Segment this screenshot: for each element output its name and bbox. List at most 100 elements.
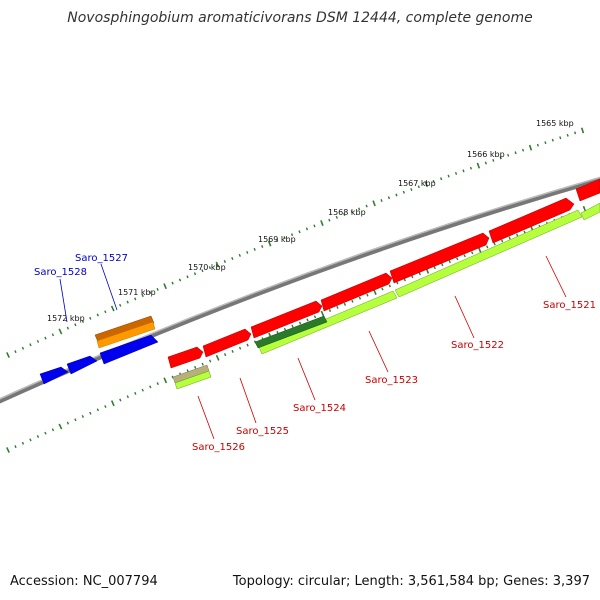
minor-tick <box>74 418 77 422</box>
minor-tick <box>290 233 294 237</box>
accession-label: Accession: NC_007794 <box>10 574 158 589</box>
minor-tick <box>171 281 174 285</box>
gene-arrow[interactable] <box>250 300 323 339</box>
cds-feature[interactable] <box>174 370 212 390</box>
minor-tick <box>433 266 436 270</box>
minor-tick <box>66 421 70 425</box>
minor-tick <box>305 227 309 231</box>
gene-arrow[interactable] <box>39 366 69 385</box>
gene-label[interactable]: Saro_1528 <box>34 267 87 278</box>
gene-label[interactable]: Saro_1522 <box>451 340 504 351</box>
minor-tick <box>358 296 362 300</box>
cds-features <box>172 202 600 390</box>
cds-feature[interactable] <box>258 290 398 355</box>
minor-tick <box>336 305 339 309</box>
minor-tick <box>454 171 458 175</box>
gene-arrow[interactable] <box>202 328 252 358</box>
minor-tick <box>89 411 92 415</box>
cds-feature[interactable] <box>394 209 583 298</box>
cds-feature[interactable] <box>96 321 156 349</box>
minor-tick <box>141 294 144 298</box>
gene-arrow[interactable] <box>575 178 600 202</box>
minor-tick <box>328 309 332 312</box>
minor-tick <box>44 336 47 340</box>
gene-label[interactable]: Saro_1527 <box>75 253 128 264</box>
minor-tick <box>395 193 398 197</box>
major-tick <box>58 423 63 430</box>
scale-labels: 1565 kbp 1566 kbp 1567 kbp 1568 kbp 1569… <box>47 119 574 323</box>
minor-tick <box>313 315 317 319</box>
minor-tick <box>275 239 279 242</box>
minor-tick <box>493 242 496 246</box>
reverse-genes <box>39 315 159 385</box>
gene-arrow[interactable] <box>488 197 575 244</box>
minor-tick <box>411 275 414 279</box>
minor-tick <box>14 350 17 354</box>
major-tick <box>110 305 115 312</box>
minor-tick <box>365 204 368 208</box>
minor-tick <box>402 190 405 194</box>
major-tick <box>320 220 324 226</box>
minor-tick <box>126 300 129 304</box>
map-title: Novosphingobium aromaticivorans DSM 1244… <box>67 10 533 26</box>
scale-label: 1570 kbp <box>188 263 226 272</box>
minor-tick <box>149 385 152 389</box>
minor-tick <box>516 233 519 237</box>
minor-tick <box>89 316 92 320</box>
minor-tick <box>134 391 137 395</box>
cds-feature[interactable] <box>94 315 155 343</box>
minor-tick <box>387 196 391 200</box>
gene-label[interactable]: Saro_1524 <box>293 403 346 414</box>
minor-tick <box>36 339 40 343</box>
scale-label: 1571 kbp <box>118 288 156 297</box>
minor-tick <box>261 245 264 248</box>
minor-tick <box>178 278 182 282</box>
minor-tick <box>21 441 25 445</box>
gene-arrow[interactable] <box>66 355 98 375</box>
minor-tick <box>126 395 129 399</box>
minor-tick <box>283 327 287 331</box>
minor-tick <box>418 272 421 276</box>
minor-tick <box>463 254 466 258</box>
major-tick <box>6 352 10 358</box>
minor-tick <box>566 133 569 137</box>
minor-tick <box>246 250 249 254</box>
gene-label[interactable]: Saro_1525 <box>236 426 289 437</box>
minor-tick <box>96 313 99 317</box>
gene-label[interactable]: Saro_1521 <box>543 300 596 311</box>
minor-tick <box>469 166 473 170</box>
minor-tick <box>119 303 122 307</box>
minor-tick <box>471 251 474 255</box>
minor-tick <box>335 215 338 219</box>
major-tick <box>163 283 167 290</box>
minor-tick <box>492 158 495 162</box>
minor-tick <box>396 281 399 285</box>
scale-label: 1572 kbp <box>47 314 85 323</box>
gene-label[interactable]: Saro_1526 <box>192 442 245 453</box>
minor-tick <box>484 161 487 165</box>
minor-tick <box>104 310 107 314</box>
minor-tick <box>447 174 450 178</box>
minor-tick <box>44 431 47 435</box>
major-tick <box>163 377 168 384</box>
cds-feature[interactable] <box>580 202 600 221</box>
minor-tick <box>29 343 32 347</box>
gene-label[interactable]: Saro_1523 <box>365 375 418 386</box>
minor-tick <box>410 188 413 192</box>
minor-tick <box>462 169 465 173</box>
minor-tick <box>514 151 517 155</box>
gene-arrow[interactable] <box>389 232 490 284</box>
minor-tick <box>194 365 197 369</box>
minor-tick <box>141 388 144 392</box>
gene-arrow[interactable] <box>167 346 204 369</box>
minor-tick <box>156 287 159 291</box>
minor-tick <box>291 324 294 328</box>
gene-arrow[interactable] <box>99 334 159 365</box>
minor-tick <box>201 269 204 273</box>
cds-feature[interactable] <box>254 315 328 349</box>
minor-tick <box>298 230 301 234</box>
gene-arrow[interactable] <box>320 272 393 312</box>
major-tick <box>580 127 585 134</box>
minor-tick <box>574 131 577 135</box>
